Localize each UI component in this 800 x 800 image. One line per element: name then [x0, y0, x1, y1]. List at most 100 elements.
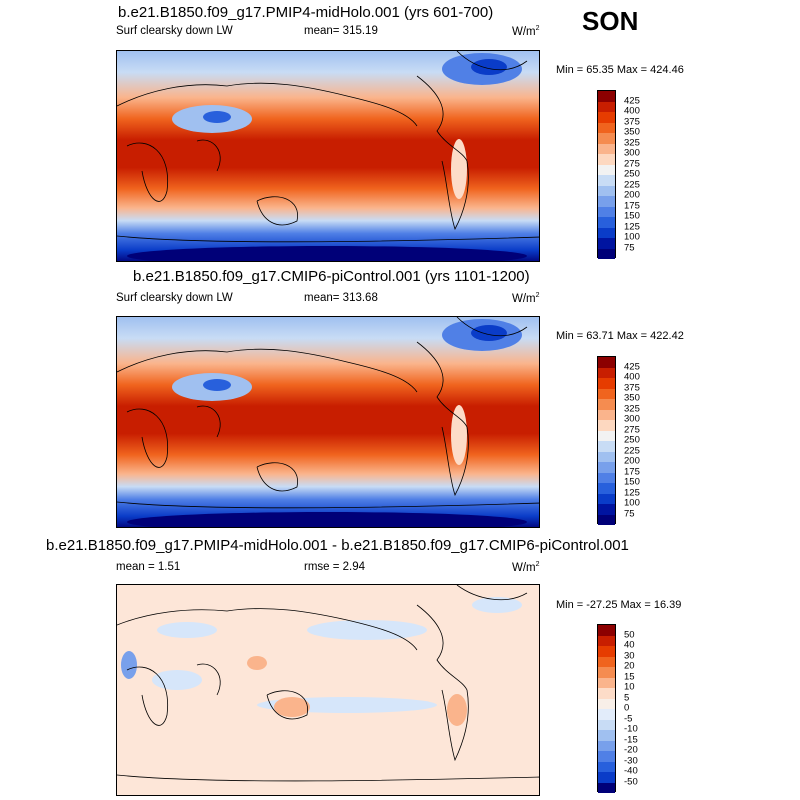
colorbar-swatch [598, 635, 615, 646]
colorbar-tick-label: 325 [624, 137, 640, 148]
panel-1-variable-label: Surf clearsky down LW [116, 25, 233, 37]
colorbar-swatch [598, 751, 615, 762]
colorbar-swatch [598, 698, 615, 709]
colorbar-tick-label: -10 [624, 723, 638, 735]
panel-1-colorbar [597, 90, 616, 259]
colorbar-swatch [598, 399, 615, 410]
colorbar-tick-label: 350 [624, 126, 640, 138]
colorbar-tick-label: 150 [624, 210, 640, 222]
colorbar-tick-label: 40 [624, 639, 635, 651]
panel-3-title: b.e21.B1850.f09_g17.PMIP4-midHolo.001 - … [46, 537, 629, 554]
colorbar-swatch [598, 772, 615, 783]
colorbar-swatch [598, 504, 615, 515]
colorbar-swatch [598, 122, 615, 133]
panel-3-difference-map [116, 584, 540, 796]
colorbar-tick-label: 425 [624, 361, 640, 372]
colorbar-swatch [598, 91, 615, 102]
colorbar-tick-label: 200 [624, 189, 640, 201]
season-label: SON [582, 6, 639, 36]
colorbar-tick-label: -15 [624, 734, 638, 745]
colorbar-swatch [598, 688, 615, 699]
colorbar-swatch [598, 420, 615, 431]
colorbar-tick-label: 275 [624, 424, 640, 435]
colorbar-swatch [598, 227, 615, 238]
colorbar-swatch [598, 367, 615, 378]
colorbar-tick-label: 225 [624, 445, 640, 456]
panel-1-mean-label: mean= 315.19 [304, 25, 378, 37]
panel-1-title: b.e21.B1850.f09_g17.PMIP4-midHolo.001 (y… [118, 4, 494, 21]
colorbar-swatch [598, 656, 615, 667]
panel-3-mean-label: mean = 1.51 [116, 561, 181, 573]
colorbar-tick-label: 400 [624, 105, 640, 117]
colorbar-swatch [598, 719, 615, 730]
colorbar-swatch [598, 462, 615, 473]
colorbar-tick-label: 400 [624, 371, 640, 383]
colorbar-tick-label: 0 [624, 702, 630, 714]
colorbar-swatch [598, 357, 615, 368]
colorbar-tick-label: 325 [624, 403, 640, 414]
colorbar-swatch [598, 217, 615, 228]
panel-2-mean-label: mean= 313.68 [304, 292, 378, 304]
colorbar-tick-label: 225 [624, 179, 640, 190]
colorbar-tick-label: 100 [624, 231, 640, 243]
colorbar-tick-label: 300 [624, 413, 640, 425]
colorbar-swatch [598, 493, 615, 504]
colorbar-swatch [598, 388, 615, 399]
colorbar-tick-label: 425 [624, 95, 640, 106]
colorbar-tick-label: 15 [624, 671, 635, 682]
colorbar-swatch [598, 782, 615, 793]
colorbar-tick-label: 30 [624, 650, 635, 661]
colorbar-swatch [598, 409, 615, 420]
colorbar-swatch [598, 761, 615, 772]
colorbar-tick-label: 250 [624, 168, 640, 180]
colorbar-tick-label: 75 [624, 508, 635, 519]
colorbar-tick-label: -40 [624, 765, 638, 777]
colorbar-swatch [598, 730, 615, 741]
colorbar-swatch [598, 154, 615, 165]
panel-1-map [116, 50, 540, 262]
colorbar-swatch [598, 112, 615, 123]
colorbar-swatch [598, 483, 615, 494]
colorbar-tick-label: 250 [624, 434, 640, 446]
colorbar-tick-label: 175 [624, 466, 640, 477]
colorbar-tick-label: -5 [624, 713, 633, 724]
panel-3-minmax: Min = -27.25 Max = 16.39 [556, 599, 682, 611]
colorbar-tick-label: 125 [624, 487, 640, 498]
colorbar-tick-label: -30 [624, 755, 638, 766]
colorbar-swatch [598, 740, 615, 751]
colorbar-swatch [598, 514, 615, 525]
panel-1-units: W/m2 [512, 25, 540, 38]
colorbar-tick-label: 10 [624, 681, 635, 693]
panel-2-colorbar [597, 356, 616, 525]
colorbar-swatch [598, 709, 615, 720]
colorbar-swatch [598, 472, 615, 483]
colorbar-tick-label: 125 [624, 221, 640, 232]
colorbar-swatch [598, 185, 615, 196]
colorbar-tick-label: 275 [624, 158, 640, 169]
colorbar-tick-label: 150 [624, 476, 640, 488]
colorbar-tick-label: 300 [624, 147, 640, 159]
colorbar-tick-label: 375 [624, 382, 640, 393]
panel-3-rmse-label: rmse = 2.94 [304, 561, 366, 573]
panel-2-units: W/m2 [512, 292, 540, 305]
colorbar-swatch [598, 625, 615, 636]
colorbar-swatch [598, 248, 615, 259]
colorbar-tick-label: 350 [624, 392, 640, 404]
colorbar-tick-label: 175 [624, 200, 640, 211]
panel-3-colorbar [597, 624, 616, 793]
colorbar-swatch [598, 164, 615, 175]
colorbar-tick-label: 5 [624, 692, 630, 703]
panel-3-units: W/m2 [512, 561, 540, 574]
colorbar-swatch [598, 238, 615, 249]
colorbar-swatch [598, 101, 615, 112]
colorbar-tick-label: 375 [624, 116, 640, 127]
colorbar-swatch [598, 206, 615, 217]
colorbar-swatch [598, 646, 615, 657]
colorbar-tick-label: 50 [624, 629, 635, 640]
panel-2-title: b.e21.B1850.f09_g17.CMIP6-piControl.001 … [133, 268, 530, 285]
panel-2-map [116, 316, 540, 528]
colorbar-tick-label: 20 [624, 660, 635, 672]
panel-2-variable-label: Surf clearsky down LW [116, 292, 233, 304]
colorbar-swatch [598, 133, 615, 144]
colorbar-tick-label: -50 [624, 776, 638, 787]
